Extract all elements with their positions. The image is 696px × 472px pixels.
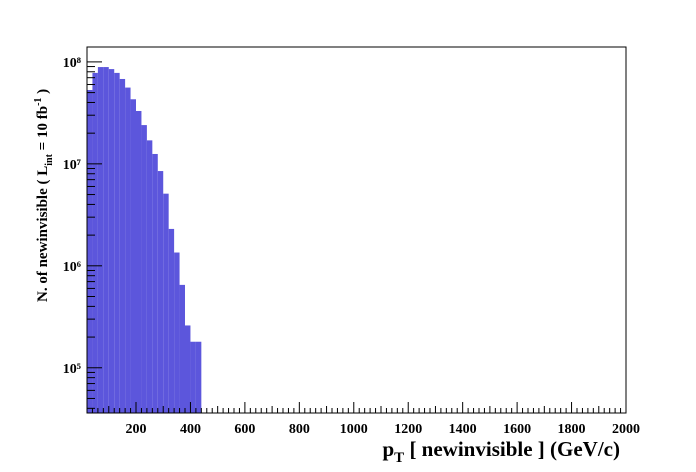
bar	[136, 110, 142, 413]
x-tick-label: 800	[289, 422, 310, 437]
bar	[146, 140, 153, 413]
bar	[87, 90, 93, 413]
y-tick-label: 10⁷	[63, 158, 81, 173]
x-tick-label: 400	[180, 422, 201, 437]
bar	[97, 67, 104, 414]
bar	[114, 72, 120, 413]
bar	[141, 125, 147, 414]
x-title-main: p	[382, 437, 394, 461]
y-axis-title: N. of newinvisible ( Lint = 10 fb-1 )	[33, 89, 55, 302]
y-tick-label: 10⁶	[63, 260, 81, 275]
bar	[119, 78, 126, 414]
x-tick-label: 200	[126, 422, 147, 437]
y-title-rest: = 10 fb	[35, 106, 51, 154]
x-tick-label: 600	[234, 422, 255, 437]
x-tick-label: 2000	[612, 422, 640, 437]
x-tick-label: 1800	[558, 422, 586, 437]
x-tick-label: 1200	[394, 422, 422, 437]
x-title-rest: [ newinvisible ] (GeV/c)	[404, 437, 620, 461]
bar	[103, 67, 109, 414]
x-title-sub: T	[394, 450, 404, 466]
x-tick-label: 1600	[503, 422, 531, 437]
y-tick-label: 10⁸	[63, 56, 81, 71]
y-tick-label: 10⁵	[63, 362, 81, 377]
y-title-main: N. of newinvisible ( L	[35, 166, 51, 302]
bar	[174, 252, 180, 413]
bar	[195, 341, 202, 413]
x-tick-label: 1400	[449, 422, 477, 437]
bar	[190, 341, 196, 413]
bar	[130, 99, 136, 413]
plot-area	[86, 46, 627, 414]
bar	[185, 325, 191, 413]
bar	[125, 87, 131, 413]
bar	[157, 171, 164, 413]
bar	[179, 284, 185, 413]
y-title-sup: -1	[33, 98, 44, 106]
y-title-sub: int	[44, 153, 55, 165]
frame	[86, 46, 627, 414]
bar	[163, 193, 169, 413]
bar	[168, 228, 175, 413]
x-tick-label: 1000	[340, 422, 368, 437]
bar	[92, 72, 98, 413]
bar	[152, 153, 158, 413]
bar	[108, 69, 115, 413]
y-title-end: )	[35, 89, 51, 98]
x-axis-title: pT [ newinvisible ] (GeV/c)	[382, 437, 620, 466]
